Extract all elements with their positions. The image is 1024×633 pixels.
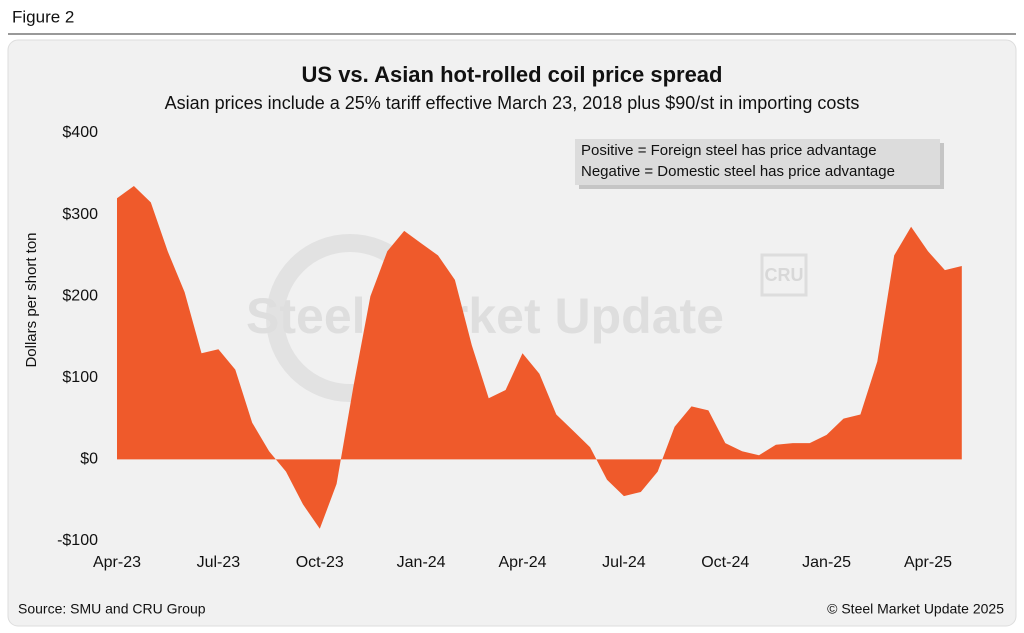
watermark: Steel Market Update — [246, 288, 724, 344]
x-tick-label: Apr-25 — [904, 554, 952, 571]
logo: CRU — [765, 265, 804, 285]
annotation: Positive = Foreign steel has price advan… — [581, 142, 877, 159]
y-tick-label: $300 — [62, 206, 98, 223]
annotation: Negative = Domestic steel has price adva… — [581, 163, 895, 180]
logo-box — [760, 253, 808, 297]
x-tick-label: Oct-24 — [701, 554, 749, 571]
y-tick-label: $0 — [80, 451, 98, 468]
y-axis-label: Dollars per short ton — [23, 232, 40, 367]
x-tick-label: Jan-24 — [397, 554, 446, 571]
y-tick-label: $400 — [62, 124, 98, 141]
x-tick-label: Jan-25 — [802, 554, 851, 571]
source: Source: SMU and CRU Group — [18, 601, 206, 617]
figure-label: Figure 2 — [12, 7, 74, 26]
chart-subtitle: Asian prices include a 25% tariff effect… — [165, 93, 860, 113]
annotation-box — [575, 139, 940, 185]
x-tick-label: Oct-23 — [296, 554, 344, 571]
y-tick-label: $200 — [62, 287, 98, 304]
x-tick-label: Apr-24 — [498, 554, 546, 571]
x-tick-label: Jul-23 — [197, 554, 241, 571]
chart-title: US vs. Asian hot-rolled coil price sprea… — [302, 62, 723, 87]
y-tick-label: -$100 — [57, 532, 98, 549]
x-tick-label: Apr-23 — [93, 554, 141, 571]
y-tick-label: $100 — [62, 369, 98, 386]
x-tick-label: Jul-24 — [602, 554, 646, 571]
copyright: © Steel Market Update 2025 — [827, 601, 1004, 617]
